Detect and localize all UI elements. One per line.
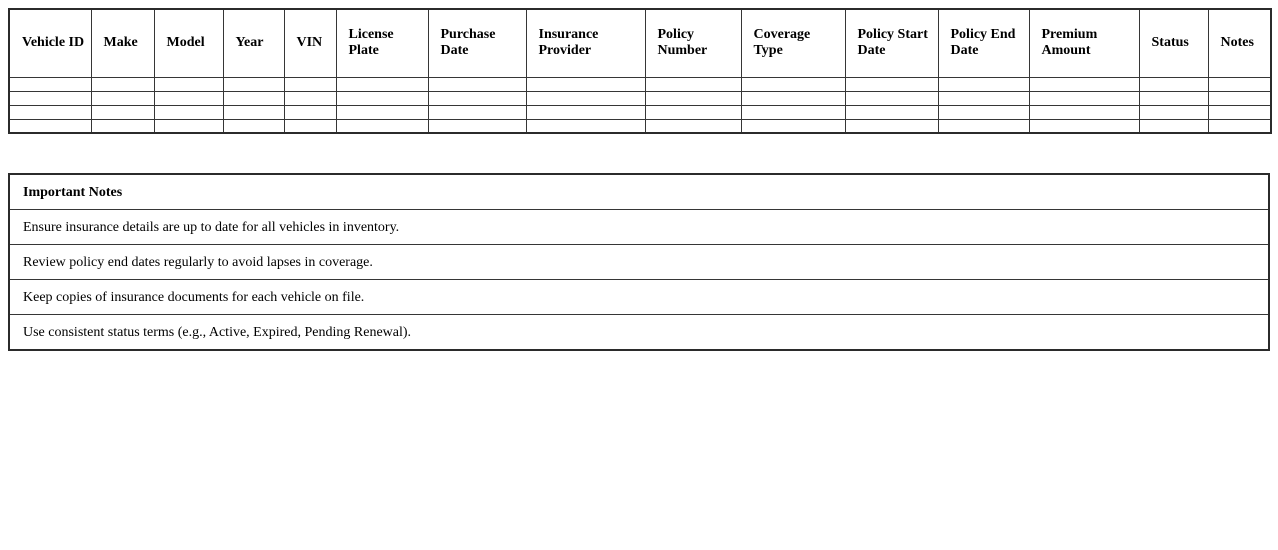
empty-cell — [525, 118, 646, 134]
empty-cell — [740, 104, 846, 120]
empty-cell — [1028, 90, 1140, 106]
empty-cell — [335, 104, 429, 120]
header-row: Vehicle ID Make Model Year VIN License P… — [8, 8, 1272, 78]
column-header-status: Status — [1138, 8, 1209, 78]
empty-cell — [153, 76, 224, 92]
table-row — [8, 118, 1272, 134]
empty-cell — [427, 118, 527, 134]
empty-cell — [335, 90, 429, 106]
empty-cell — [335, 118, 429, 134]
note-text: Review policy end dates regularly to avo… — [8, 244, 1270, 280]
empty-cell — [8, 90, 92, 106]
empty-cell — [644, 104, 742, 120]
empty-cell — [525, 90, 646, 106]
note-text: Keep copies of insurance documents for e… — [8, 279, 1270, 315]
column-header-make: Make — [90, 8, 155, 78]
empty-cell — [8, 118, 92, 134]
empty-cell — [427, 76, 527, 92]
empty-cell — [844, 118, 939, 134]
empty-cell — [1138, 104, 1209, 120]
vehicle-table-header: Vehicle ID Make Model Year VIN License P… — [8, 8, 1272, 78]
empty-cell — [937, 90, 1030, 106]
empty-cell — [90, 118, 155, 134]
empty-cell — [844, 90, 939, 106]
empty-cell — [644, 118, 742, 134]
column-header-notes: Notes — [1207, 8, 1272, 78]
column-header-vin: VIN — [283, 8, 337, 78]
empty-cell — [844, 104, 939, 120]
empty-cell — [1207, 76, 1272, 92]
column-header-year: Year — [222, 8, 285, 78]
empty-cell — [90, 76, 155, 92]
empty-cell — [1138, 118, 1209, 134]
empty-cell — [937, 118, 1030, 134]
empty-cell — [740, 118, 846, 134]
empty-cell — [283, 76, 337, 92]
empty-cell — [222, 104, 285, 120]
empty-cell — [937, 104, 1030, 120]
empty-cell — [740, 90, 846, 106]
notes-title: Important Notes — [8, 173, 1270, 210]
column-header-model: Model — [153, 8, 224, 78]
empty-cell — [222, 90, 285, 106]
table-row — [8, 90, 1272, 106]
note-text: Ensure insurance details are up to date … — [8, 209, 1270, 245]
empty-cell — [90, 104, 155, 120]
column-header-vehicle-id: Vehicle ID — [8, 8, 92, 78]
column-header-policy-start-date: Policy Start Date — [844, 8, 939, 78]
empty-cell — [1138, 90, 1209, 106]
column-header-policy-number: Policy Number — [644, 8, 742, 78]
empty-cell — [1207, 90, 1272, 106]
empty-cell — [1028, 76, 1140, 92]
empty-cell — [153, 118, 224, 134]
empty-cell — [644, 76, 742, 92]
empty-cell — [222, 76, 285, 92]
note-row: Keep copies of insurance documents for e… — [8, 279, 1270, 315]
empty-cell — [90, 90, 155, 106]
empty-cell — [8, 104, 92, 120]
empty-cell — [427, 90, 527, 106]
vehicle-insurance-table: Vehicle ID Make Model Year VIN License P… — [8, 8, 1272, 134]
empty-cell — [1138, 76, 1209, 92]
table-row — [8, 76, 1272, 92]
empty-cell — [1028, 104, 1140, 120]
empty-cell — [1207, 104, 1272, 120]
empty-cell — [283, 104, 337, 120]
table-row — [8, 104, 1272, 120]
notes-title-row: Important Notes — [8, 173, 1270, 210]
empty-cell — [937, 76, 1030, 92]
empty-cell — [644, 90, 742, 106]
column-header-insurance-provider: Insurance Provider — [525, 8, 646, 78]
empty-cell — [427, 104, 527, 120]
empty-cell — [740, 76, 846, 92]
empty-cell — [8, 76, 92, 92]
important-notes-table: Important Notes Ensure insurance details… — [8, 173, 1270, 351]
empty-cell — [335, 76, 429, 92]
column-header-premium-amount: Premium Amount — [1028, 8, 1140, 78]
column-header-license-plate: License Plate — [335, 8, 429, 78]
empty-cell — [283, 90, 337, 106]
column-header-purchase-date: Purchase Date — [427, 8, 527, 78]
column-header-policy-end-date: Policy End Date — [937, 8, 1030, 78]
vehicle-table-body — [8, 76, 1272, 134]
note-row: Review policy end dates regularly to avo… — [8, 244, 1270, 280]
empty-cell — [1028, 118, 1140, 134]
column-header-coverage-type: Coverage Type — [740, 8, 846, 78]
empty-cell — [283, 118, 337, 134]
empty-cell — [525, 76, 646, 92]
empty-cell — [153, 104, 224, 120]
note-row: Use consistent status terms (e.g., Activ… — [8, 314, 1270, 351]
empty-cell — [153, 90, 224, 106]
empty-cell — [525, 104, 646, 120]
note-text: Use consistent status terms (e.g., Activ… — [8, 314, 1270, 351]
empty-cell — [844, 76, 939, 92]
note-row: Ensure insurance details are up to date … — [8, 209, 1270, 245]
empty-cell — [222, 118, 285, 134]
empty-cell — [1207, 118, 1272, 134]
